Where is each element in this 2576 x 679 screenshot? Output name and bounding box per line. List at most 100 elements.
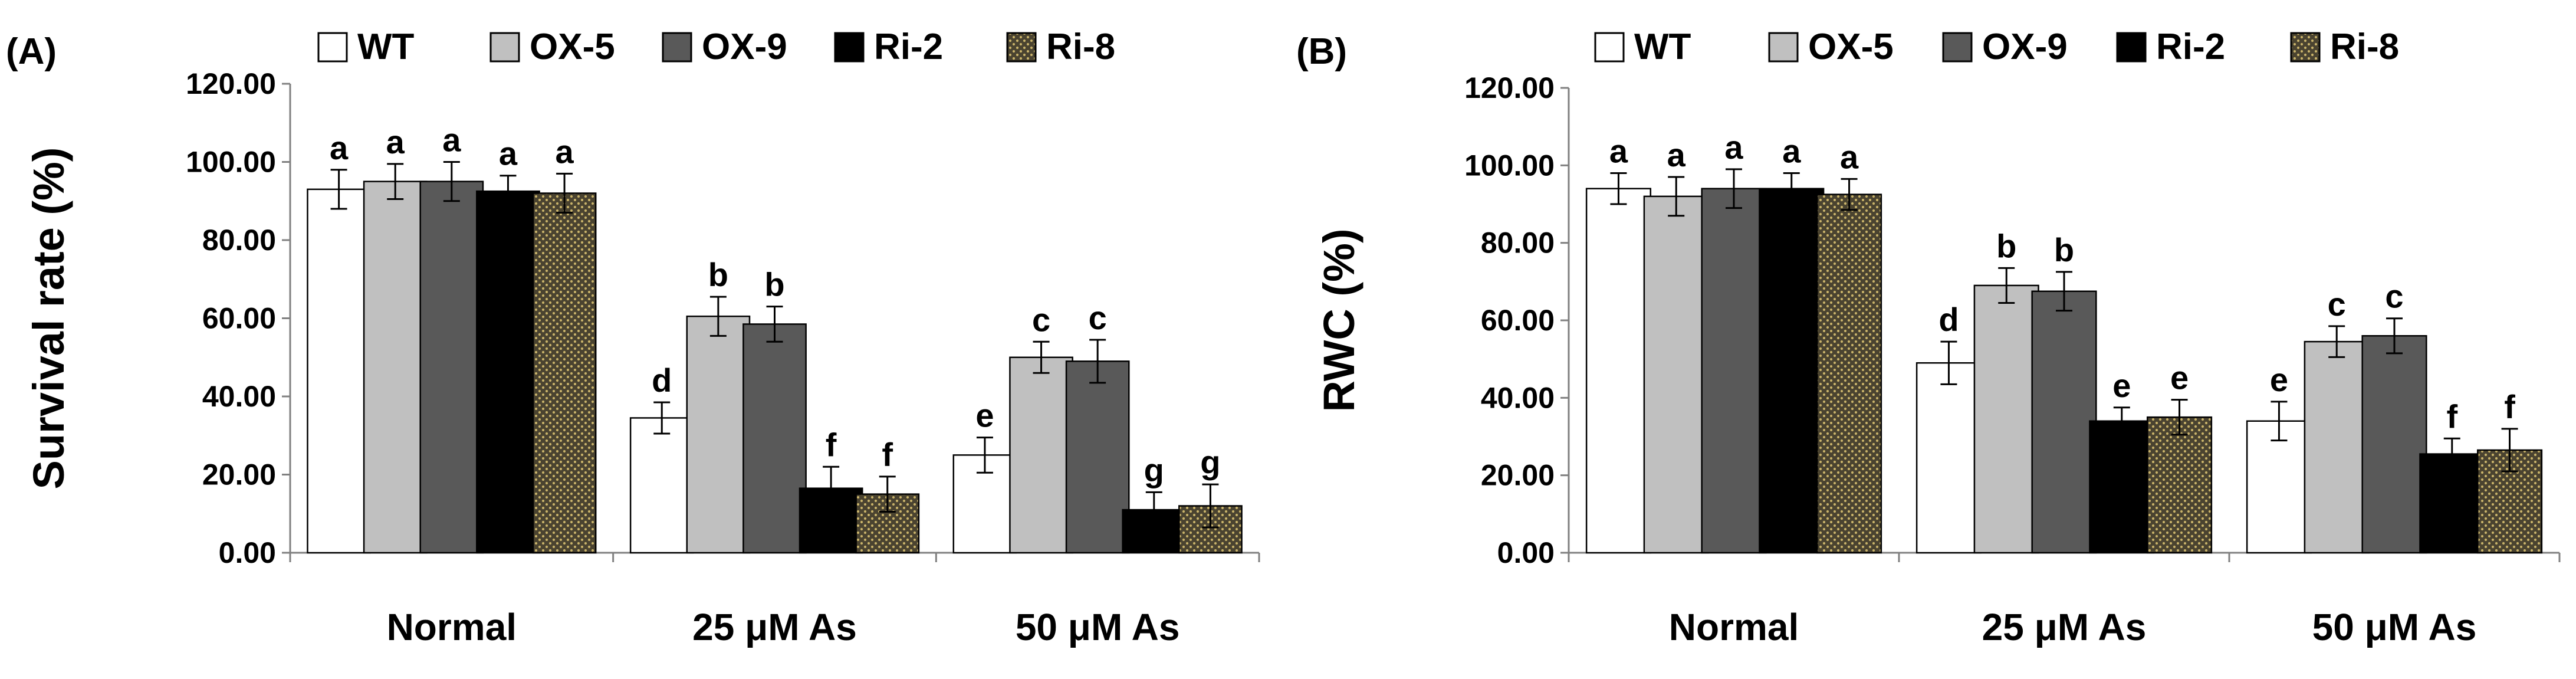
significance-letter: c	[1032, 301, 1050, 338]
legend-label: OX-5	[530, 27, 615, 67]
x-category-label: Normal	[1669, 606, 1799, 648]
legend-swatch	[1594, 32, 1625, 63]
legend-label: WT	[1634, 27, 1691, 67]
panel-label: (B)	[1296, 31, 1347, 72]
x-category-label: 25 μM As	[1982, 606, 2147, 648]
significance-letter: c	[1089, 299, 1107, 336]
bar	[1759, 188, 1825, 554]
legend-label: OX-5	[1808, 27, 1894, 67]
legend-label: OX-9	[1982, 27, 2068, 67]
bar	[2146, 416, 2213, 554]
y-tick-label: 0.00	[219, 536, 276, 569]
bar	[2031, 290, 2097, 554]
significance-letter: c	[2328, 286, 2346, 323]
significance-letter: a	[1667, 136, 1686, 173]
significance-letter: a	[1609, 132, 1628, 169]
significance-letter: b	[764, 266, 784, 303]
bar	[1973, 284, 2039, 554]
x-category-label: Normal	[387, 606, 517, 648]
significance-letter: a	[442, 122, 461, 159]
legend-swatch	[1006, 32, 1037, 63]
significance-letter: b	[2054, 231, 2074, 268]
y-tick-label: 40.00	[202, 380, 276, 413]
bar	[307, 188, 371, 554]
x-category-label: 50 μM As	[1016, 606, 1180, 648]
bar	[1701, 188, 1767, 554]
y-tick-label: 80.00	[202, 224, 276, 257]
bar	[1065, 360, 1130, 554]
legend-swatch	[1768, 32, 1799, 63]
y-tick-label: 80.00	[1481, 227, 1555, 260]
legend-label: Ri-2	[2156, 27, 2225, 67]
legend-swatch	[662, 32, 692, 63]
y-axis-label: RWC (%)	[1315, 228, 1363, 412]
significance-letter: a	[1840, 138, 1859, 175]
y-tick-label: 40.00	[1481, 381, 1555, 414]
significance-letter: f	[2446, 398, 2457, 435]
bar	[1009, 356, 1073, 554]
significance-letter: f	[882, 436, 893, 473]
bar	[2304, 340, 2370, 554]
x-category-label: 50 μM As	[2312, 606, 2477, 648]
y-axis-label: Survival rate (%)	[24, 147, 73, 490]
significance-letter: g	[1144, 451, 1164, 488]
y-tick-label: 120.00	[186, 67, 276, 100]
y-tick-label: 120.00	[1464, 71, 1555, 104]
bar	[419, 181, 484, 554]
significance-letter: e	[2112, 367, 2131, 404]
bar	[629, 417, 694, 554]
legend-swatch	[317, 32, 348, 63]
significance-letter: a	[386, 123, 405, 160]
bar	[2361, 335, 2427, 554]
legend-swatch	[834, 32, 865, 63]
legend-label: WT	[357, 27, 415, 67]
significance-letter: g	[1200, 444, 1220, 481]
legend-swatch	[1942, 32, 1973, 63]
legend-swatch	[2290, 32, 2321, 63]
significance-letter: d	[1938, 301, 1959, 338]
significance-letter: a	[499, 135, 518, 172]
significance-letter: f	[2504, 388, 2515, 425]
significance-letter: b	[1996, 227, 2016, 264]
y-tick-label: 60.00	[202, 302, 276, 335]
significance-letter: d	[652, 362, 672, 399]
y-tick-label: 20.00	[1481, 459, 1555, 492]
significance-letter: a	[1782, 132, 1801, 169]
legend-swatch	[2116, 32, 2147, 63]
legend-swatch	[489, 32, 520, 63]
significance-letter: a	[330, 129, 349, 166]
bar	[1816, 193, 1882, 554]
significance-letter: b	[708, 256, 728, 293]
bar	[2246, 420, 2312, 554]
bar	[532, 192, 597, 554]
legend-label: Ri-8	[1046, 27, 1115, 67]
y-tick-label: 100.00	[186, 146, 276, 179]
y-tick-label: 20.00	[202, 458, 276, 491]
significance-letter: e	[2270, 361, 2288, 398]
x-category-label: 25 μM As	[692, 606, 857, 648]
bar	[742, 323, 807, 554]
y-tick-label: 0.00	[1497, 536, 1555, 569]
legend-label: OX-9	[702, 27, 787, 67]
legend-label: Ri-2	[874, 27, 943, 67]
significance-letter: a	[556, 133, 574, 170]
bar	[1915, 362, 1982, 554]
y-tick-label: 60.00	[1481, 304, 1555, 337]
significance-letter: c	[2385, 278, 2403, 315]
chart-panel-a: (A) Survival rate (%) 0.00 20.00 40.00 60.00 8…	[6, 27, 1260, 648]
bar	[686, 315, 751, 554]
significance-letter: e	[975, 397, 994, 434]
significance-letter: e	[2170, 359, 2189, 396]
panel-label: (A)	[6, 31, 57, 72]
chart-panel-b: (B) RWC (%) 0.00 20.00 40.00 60.00 80.00 100.00…	[1296, 27, 2561, 648]
bar	[363, 181, 428, 554]
significance-letter: a	[1724, 129, 1743, 166]
significance-letter: f	[826, 426, 837, 463]
bar	[1585, 188, 1652, 554]
legend-label: Ri-8	[2330, 27, 2399, 67]
y-tick-label: 100.00	[1464, 149, 1555, 182]
bar	[476, 190, 540, 554]
bar	[1643, 195, 1709, 554]
bar	[2089, 420, 2155, 554]
